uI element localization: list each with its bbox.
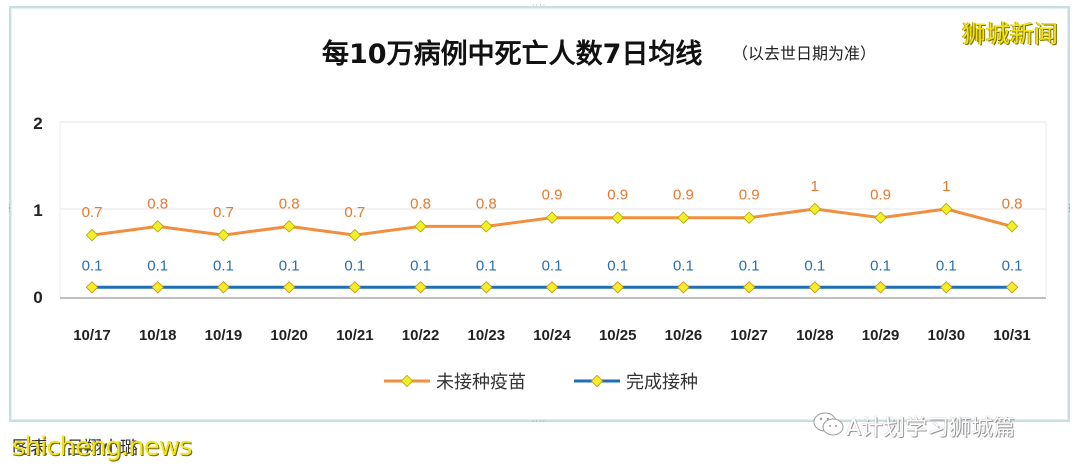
data-point-marker <box>940 202 953 216</box>
data-label: 0.9 <box>739 187 760 204</box>
data-label: 0.9 <box>673 187 694 204</box>
data-label: 0.9 <box>542 187 563 204</box>
x-tick-label: 10/23 <box>468 327 506 344</box>
data-label: 1 <box>811 178 819 195</box>
data-label: 0.7 <box>213 204 234 221</box>
chart-subtitle: （以去世日期为准） <box>732 44 877 63</box>
data-point-marker <box>677 281 690 294</box>
data-label: 0.8 <box>279 195 300 212</box>
legend-label-vaccinated: 完成接种 <box>626 372 698 393</box>
legend-line-unvaccinated-icon <box>384 375 430 387</box>
chart-frame <box>9 6 1070 422</box>
data-point-marker <box>808 202 822 216</box>
x-tick-label: 10/19 <box>205 327 243 344</box>
x-tick-label: 10/31 <box>993 327 1031 344</box>
data-point-marker <box>217 228 230 242</box>
data-point-marker <box>611 211 624 224</box>
x-tick-label: 10/22 <box>402 327 440 344</box>
data-label: 0.1 <box>82 257 103 274</box>
data-point-marker <box>282 281 296 294</box>
data-label: 0.1 <box>936 257 957 274</box>
legend-item-unvaccinated: 未接种疫苗 <box>384 368 526 394</box>
data-point-marker <box>151 220 164 233</box>
chart-title: 每10万病例中死亡人数7日均线 <box>322 39 703 70</box>
data-point-marker <box>808 281 822 294</box>
data-point-marker <box>940 281 953 294</box>
wechat-icon <box>813 412 844 436</box>
x-tick-label: 10/24 <box>533 327 571 344</box>
x-tick-label: 10/28 <box>796 327 834 344</box>
legend-label-unvaccinated: 未接种疫苗 <box>436 372 526 393</box>
data-label: 0.1 <box>804 257 825 274</box>
resize-handle-left[interactable]: :: <box>8 201 12 214</box>
data-point-marker <box>414 281 427 294</box>
data-label: 0.8 <box>1002 195 1023 212</box>
x-tick-label: 10/27 <box>730 327 768 344</box>
site-watermark: shicheng.news <box>12 432 193 462</box>
x-tick-label: 10/21 <box>336 327 374 344</box>
y-tick-label: 2 <box>33 114 42 133</box>
data-point-marker <box>545 211 559 224</box>
data-label: 0.8 <box>410 195 431 212</box>
data-point-marker <box>742 281 756 294</box>
data-label: 0.1 <box>607 257 628 274</box>
data-label: 0.1 <box>213 257 234 274</box>
data-point-marker <box>874 281 887 294</box>
data-point-marker <box>480 281 493 294</box>
data-point-marker <box>545 281 559 294</box>
data-label: 0.1 <box>1002 257 1023 274</box>
legend-item-vaccinated: 完成接种 <box>574 368 698 394</box>
data-label: 0.1 <box>476 257 497 274</box>
y-tick-label: 1 <box>33 201 42 220</box>
brand-watermark: 狮城新闻 <box>962 20 1058 48</box>
data-point-marker <box>85 281 99 294</box>
data-point-marker <box>1005 281 1019 294</box>
x-tick-label: 10/30 <box>928 327 966 344</box>
data-label: 0.7 <box>82 204 103 221</box>
x-tick-label: 10/25 <box>599 327 637 344</box>
data-point-marker <box>480 220 493 233</box>
data-point-marker <box>742 211 756 224</box>
data-point-marker <box>151 281 164 294</box>
data-label: 0.8 <box>476 195 497 212</box>
data-label: 0.9 <box>870 187 891 204</box>
data-point-marker <box>677 211 690 224</box>
resize-handle-right[interactable]: :: <box>1068 201 1072 214</box>
data-label: 0.7 <box>344 204 365 221</box>
data-label: 0.1 <box>344 257 365 274</box>
data-label: 0.8 <box>147 195 168 212</box>
data-label: 0.1 <box>147 257 168 274</box>
data-label: 0.1 <box>739 257 760 274</box>
data-point-marker <box>874 211 887 224</box>
data-point-marker <box>85 228 99 242</box>
y-tick-label: 0 <box>33 288 42 307</box>
data-label: 1 <box>942 178 950 195</box>
data-point-marker <box>414 220 427 233</box>
x-tick-label: 10/18 <box>139 327 177 344</box>
data-point-marker <box>348 228 362 242</box>
data-label: 0.1 <box>279 257 300 274</box>
data-label: 0.9 <box>607 187 628 204</box>
data-label: 0.1 <box>673 257 694 274</box>
x-tick-label: 10/17 <box>73 327 111 344</box>
x-tick-label: 10/26 <box>665 327 703 344</box>
x-tick-label: 10/29 <box>862 327 900 344</box>
resize-handle-top[interactable]: ···· <box>532 1 547 10</box>
resize-handle-bottom[interactable]: ···· <box>532 417 547 426</box>
legend-line-vaccinated-icon <box>574 375 620 387</box>
chart-legend: 未接种疫苗 完成接种 <box>384 368 698 394</box>
data-label: 0.1 <box>870 257 891 274</box>
data-point-marker <box>1005 220 1019 233</box>
data-point-marker <box>282 220 296 233</box>
data-point-marker <box>217 281 230 294</box>
data-label: 0.1 <box>542 257 563 274</box>
figure-caption: 图表：吕翔小璐 <box>12 438 138 459</box>
data-point-marker <box>611 281 624 294</box>
data-point-marker <box>348 281 362 294</box>
account-watermark: A计划学习狮城篇 <box>846 416 1016 441</box>
x-tick-label: 10/20 <box>270 327 308 344</box>
data-label: 0.1 <box>410 257 431 274</box>
